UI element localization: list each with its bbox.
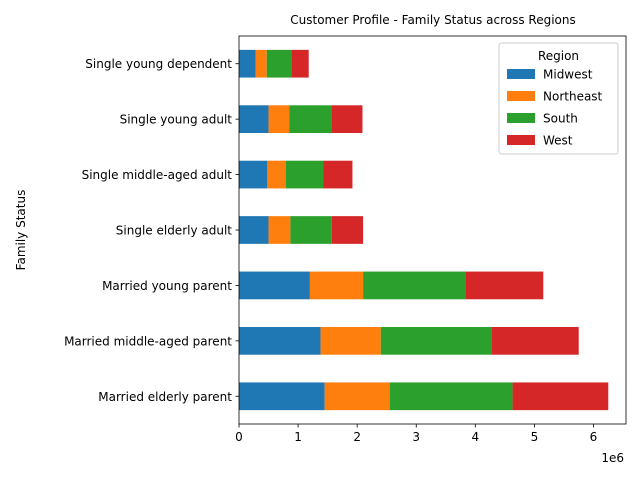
- bar-west-2: [491, 327, 579, 355]
- x-tick-label: 4: [472, 430, 480, 444]
- bar-midwest-6: [239, 105, 269, 133]
- legend-swatch-northeast: [507, 91, 535, 101]
- bar-northeast-2: [320, 327, 381, 355]
- bar-northeast-1: [324, 382, 390, 411]
- x-scale-label: 1e6: [601, 451, 624, 465]
- x-ticks-group: 0 1 2 3 4 5 6: [235, 424, 597, 444]
- bar-south-5: [285, 160, 324, 189]
- bar-south-7: [266, 49, 292, 78]
- bar-midwest-5: [239, 160, 268, 189]
- legend-swatch-west: [507, 135, 535, 145]
- bar-south-3: [363, 271, 466, 300]
- y-tick-label: Single middle-aged adult: [82, 168, 233, 182]
- bar-northeast-6: [268, 105, 290, 133]
- y-ticks-group: Married elderly parent Married middle-age…: [64, 57, 239, 404]
- bar-midwest-7: [239, 49, 256, 78]
- legend-label-midwest: Midwest: [543, 68, 593, 82]
- bars-group: [239, 49, 609, 411]
- x-tick-label: 5: [531, 430, 539, 444]
- bar-northeast-5: [267, 160, 286, 189]
- x-tick-label: 6: [590, 430, 598, 444]
- bar-midwest-2: [239, 327, 321, 355]
- x-tick-label: 3: [412, 430, 420, 444]
- legend-swatch-midwest: [507, 69, 535, 79]
- y-tick-label: Single young adult: [120, 113, 233, 127]
- axes-spines: [238, 35, 627, 425]
- bar-south-6: [289, 105, 332, 133]
- bar-west-4: [331, 216, 364, 244]
- bar-west-1: [512, 382, 609, 411]
- x-tick-label: 2: [353, 430, 361, 444]
- legend-label-south: South: [543, 112, 578, 126]
- bar-midwest-1: [239, 382, 325, 411]
- x-tick-label: 0: [235, 430, 243, 444]
- bar-south-1: [389, 382, 513, 411]
- plot-frame: [238, 35, 627, 425]
- legend-swatch-south: [507, 113, 535, 123]
- bar-south-2: [380, 327, 492, 355]
- legend-label-northeast: Northeast: [543, 90, 603, 104]
- legend-title: Region: [538, 49, 579, 63]
- bar-northeast-4: [268, 216, 291, 244]
- bar-west-5: [323, 160, 353, 189]
- y-tick-label: Married middle-aged parent: [64, 334, 232, 348]
- bar-west-7: [291, 49, 309, 78]
- x-tick-label: 1: [294, 430, 302, 444]
- chart-title: Customer Profile - Family Status across …: [290, 13, 575, 27]
- legend: Region Midwest Northeast South West: [498, 42, 619, 155]
- bar-midwest-4: [239, 216, 269, 244]
- bar-west-6: [331, 105, 363, 133]
- y-tick-label: Single young dependent: [85, 57, 232, 71]
- bar-midwest-3: [239, 271, 310, 300]
- y-tick-label: Married elderly parent: [98, 390, 232, 404]
- bar-northeast-3: [309, 271, 364, 300]
- bar-west-3: [465, 271, 544, 300]
- bar-south-4: [290, 216, 332, 244]
- bar-northeast-7: [255, 49, 267, 78]
- legend-label-west: West: [543, 134, 573, 148]
- y-axis-label: Family Status: [14, 190, 28, 271]
- y-tick-label: Married young parent: [102, 279, 232, 293]
- y-tick-label: Single elderly adult: [116, 224, 233, 238]
